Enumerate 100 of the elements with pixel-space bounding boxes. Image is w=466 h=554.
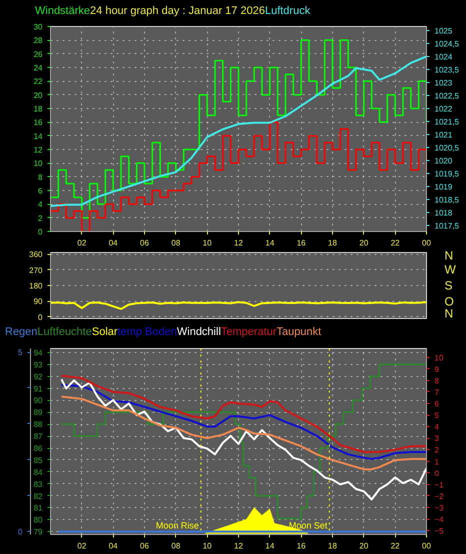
y2-tick-label: 1023	[434, 78, 453, 88]
x-tick-label: 12	[234, 542, 244, 550]
y-tick-label: 20	[34, 90, 44, 100]
y-tick-label: 8	[38, 172, 44, 182]
y-tick-label: 28	[34, 36, 44, 46]
y-tick-label: 90	[34, 396, 44, 406]
x-tick-label: 06	[140, 238, 150, 248]
x-tick-label: 18	[328, 542, 338, 550]
x-tick-label: 20	[359, 238, 369, 248]
y3-tick-label: −3	[434, 503, 444, 512]
text: Temperatur	[220, 326, 277, 338]
y-tick-label: 6	[38, 186, 44, 196]
y-tick-label: 360	[29, 250, 44, 260]
text: Regen	[5, 326, 38, 338]
y-tick-label: 91	[34, 384, 44, 394]
y-tick-label: 92	[34, 372, 44, 382]
y3-tick-label: 4	[434, 422, 440, 432]
x-tick-label: 16	[296, 542, 306, 550]
y3-tick-label: −1	[434, 480, 444, 490]
y-tick-label: 93	[34, 360, 44, 370]
x-tick-label: 04	[108, 238, 118, 248]
x-tick-label: 00	[422, 542, 432, 550]
x-tick-label: 22	[390, 238, 400, 248]
x-tick-label: 00	[422, 238, 432, 248]
y-tick-label: 81	[34, 504, 44, 513]
x-tick-label: 10	[202, 238, 212, 248]
y2-tick-label: 1018	[434, 208, 453, 218]
y3-tick-label: 5	[434, 411, 440, 420]
text: Luftfeuchte	[37, 326, 92, 338]
x-tick-label: 18	[328, 238, 338, 248]
y2-tick-label: 1021,5	[434, 117, 460, 126]
y3-tick-label: 9	[434, 364, 440, 374]
y2-tick-label: 1025	[434, 26, 453, 36]
y-tick-label: 86	[34, 444, 44, 454]
x-tick-label: 20	[359, 542, 369, 550]
y2-tick-label: 1024,5	[434, 39, 460, 48]
y-tick-label: 4	[38, 200, 44, 210]
y-tick-label: 84	[34, 468, 44, 477]
y-tick-label: 22	[34, 77, 44, 86]
x-tick-label: 06	[140, 542, 150, 550]
y2-tick-label: 1018,5	[434, 196, 460, 204]
chart-title: 24 hour graph day : Januar 17 2026	[90, 5, 265, 17]
y3-tick-label: 6	[434, 399, 440, 408]
y2-axis-title: Luftdruck	[264, 5, 310, 17]
ref-line-label: Moon Rise	[156, 520, 199, 530]
y-tick-label: 2	[38, 214, 44, 223]
y-axis-title: Windstärke	[35, 5, 90, 17]
x-tick-label: 08	[171, 542, 181, 550]
y-tick-label: 14	[34, 132, 44, 141]
x-tick-label: 16	[296, 238, 306, 248]
y3-tick-label: −5	[434, 526, 444, 536]
x-tick-label: 08	[171, 238, 181, 248]
y-tick-label: 26	[34, 50, 44, 59]
y2-tick-label: 1023,5	[434, 65, 460, 74]
x-tick-label: 02	[77, 238, 87, 248]
y2-tick-label: 5	[18, 348, 24, 358]
y3-tick-label: 10	[434, 353, 444, 362]
text: N	[444, 248, 454, 262]
y-tick-label: 85	[34, 456, 44, 465]
y2-tick-label: 1020,5	[434, 143, 460, 152]
text: N	[444, 306, 454, 320]
y3-tick-label: 2	[434, 446, 440, 455]
y-tick-label: 87	[34, 432, 44, 442]
y-tick-label: 90	[34, 297, 44, 306]
y2-tick-label: 0	[18, 528, 24, 537]
x-tick-label: 12	[234, 238, 244, 248]
y-tick-label: 80	[34, 516, 44, 525]
y3-tick-label: 0	[434, 468, 440, 478]
text: S	[444, 278, 453, 292]
y-tick-label: 18	[34, 104, 44, 114]
y3-tick-label: 1	[434, 457, 440, 466]
y-tick-label: 180	[29, 282, 44, 290]
y2-tick-label: 1020	[434, 156, 453, 166]
y-tick-label: 270	[29, 266, 44, 275]
y-tick-label: 94	[34, 348, 44, 358]
x-tick-label: 14	[265, 238, 275, 248]
y-tick-label: 16	[34, 118, 44, 128]
y-tick-label: 82	[34, 492, 44, 501]
text: O	[444, 294, 454, 308]
y-tick-label: 0	[38, 228, 44, 236]
y3-tick-label: 3	[434, 434, 440, 444]
y-tick-label: 24	[34, 64, 44, 72]
y3-tick-label: 8	[434, 376, 440, 386]
y2-tick-label: 1022,5	[434, 91, 460, 100]
y3-tick-label: −4	[434, 515, 444, 524]
y-tick-label: 88	[34, 420, 44, 430]
y-tick-label: 30	[34, 22, 44, 32]
y-tick-label: 79	[34, 528, 44, 537]
y-tick-label: 10	[34, 159, 44, 168]
y-tick-label: 0	[38, 312, 44, 322]
y-tick-label: 12	[34, 146, 44, 154]
y-tick-label: 89	[34, 408, 44, 418]
y2-tick-label: 1021	[434, 130, 453, 140]
x-tick-label: 22	[390, 542, 400, 550]
y2-tick-label: 1019	[434, 182, 453, 192]
y2-tick-label: 1017,5	[434, 222, 460, 231]
text: temp Boden	[118, 326, 177, 338]
text: Taupunkt	[276, 326, 322, 338]
x-tick-label: 10	[202, 542, 212, 550]
y3-tick-label: −2	[434, 492, 444, 501]
